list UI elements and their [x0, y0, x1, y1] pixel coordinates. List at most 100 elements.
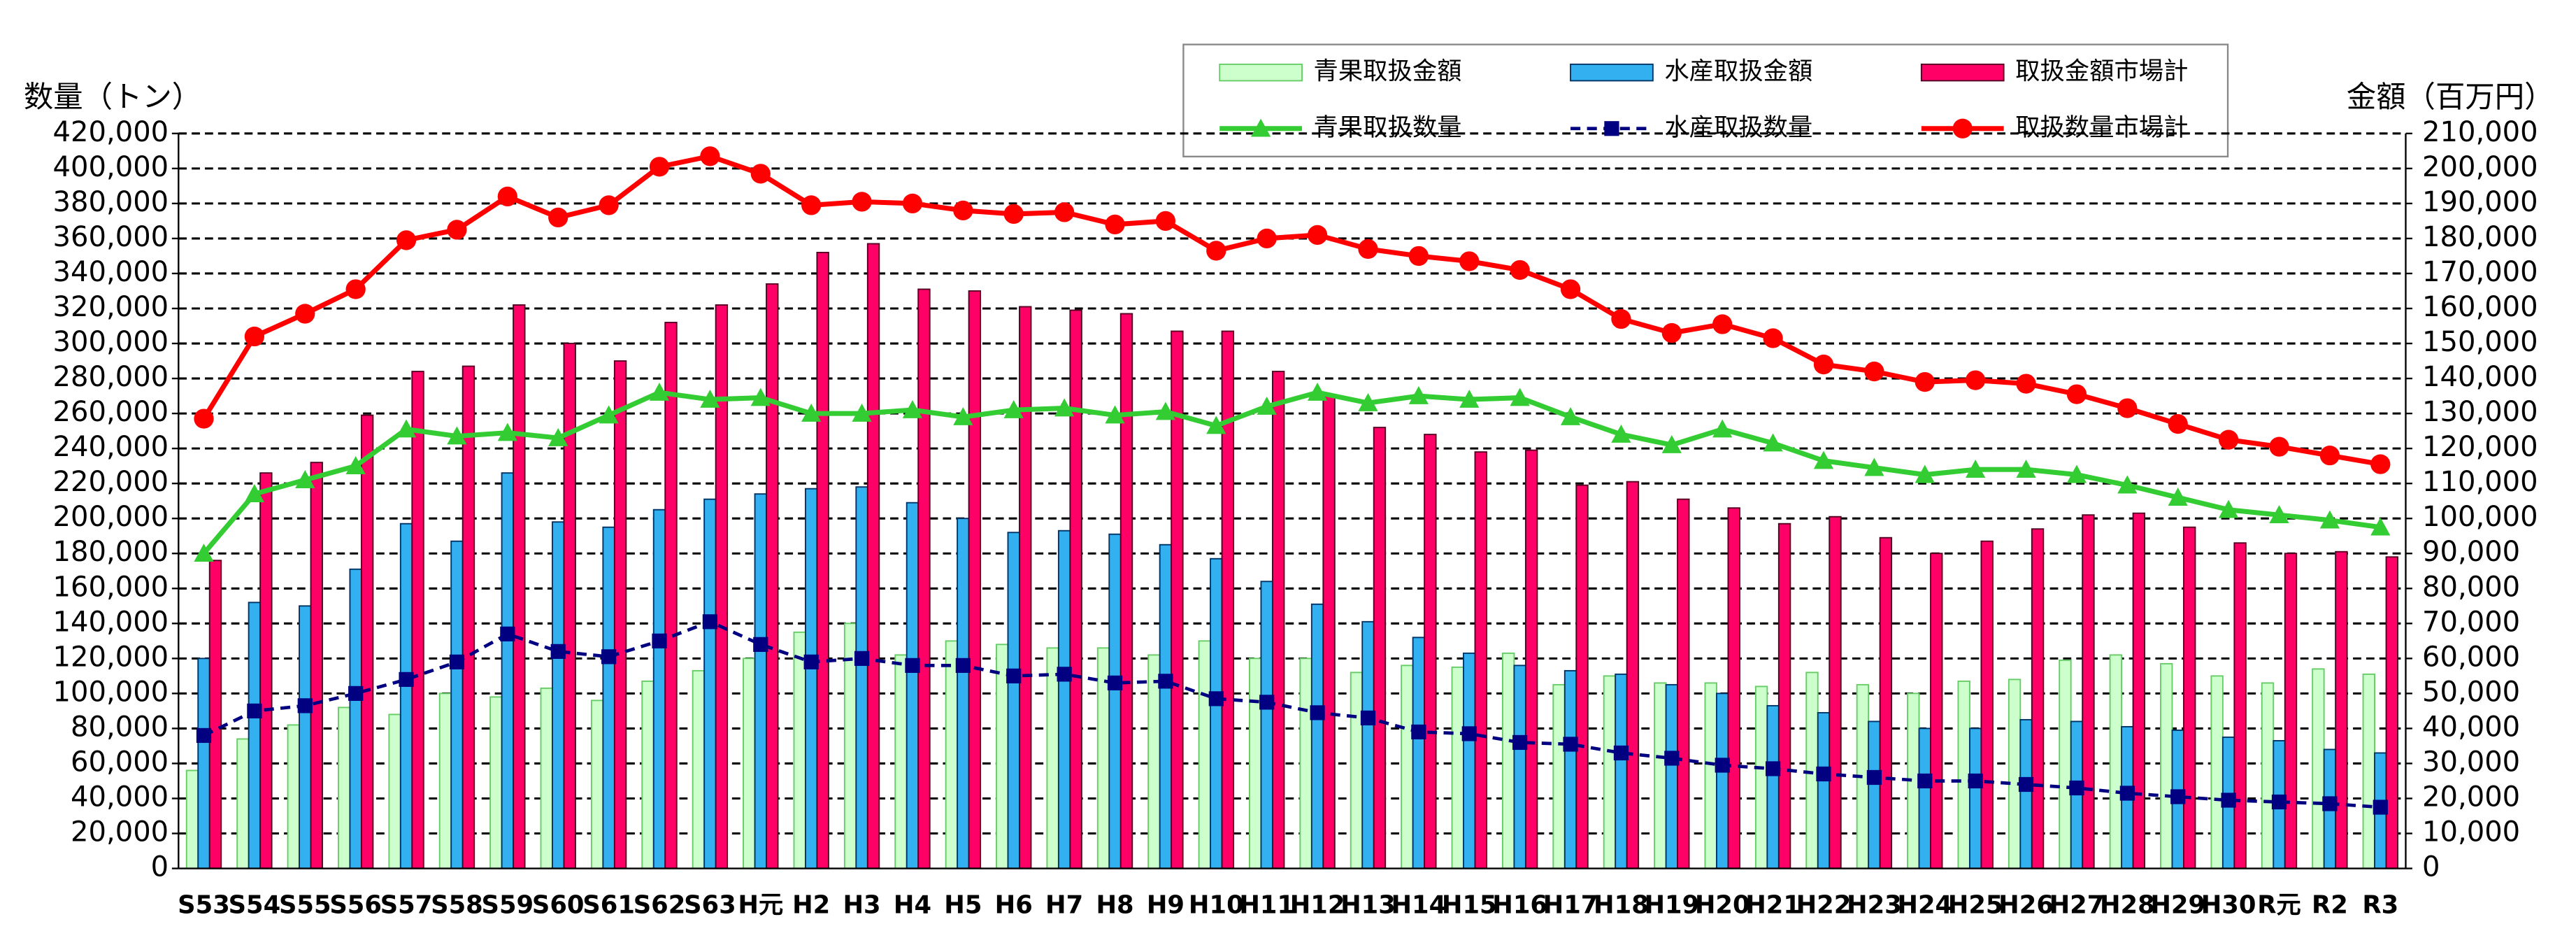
marker — [2269, 505, 2289, 523]
x-tick-label: H5 — [944, 891, 982, 920]
y-tick-label: 0 — [151, 851, 169, 883]
marker — [548, 427, 568, 446]
bar — [450, 540, 464, 869]
bar — [1046, 647, 1059, 869]
y-tick-label: 240,000 — [53, 431, 169, 463]
bar — [1299, 658, 1312, 869]
marker — [1816, 766, 1831, 782]
bar — [2183, 526, 2196, 869]
bar — [2284, 553, 2298, 869]
marker — [649, 157, 670, 177]
marker — [1915, 464, 1935, 483]
marker — [1864, 361, 1884, 382]
marker — [2218, 499, 2239, 518]
bar — [208, 560, 222, 869]
y2-tick-label: 80,000 — [2422, 571, 2520, 603]
marker — [2218, 429, 2239, 450]
bar — [1879, 537, 1893, 869]
y2-tick-label: 70,000 — [2422, 606, 2520, 638]
marker — [1360, 710, 1376, 726]
legend-swatch — [1219, 63, 1303, 82]
bar — [590, 699, 604, 869]
x-tick-label: S61 — [582, 891, 635, 920]
bar — [2109, 654, 2123, 869]
bar — [866, 243, 880, 869]
marker — [345, 456, 366, 474]
marker — [1952, 118, 1973, 138]
bar — [2031, 528, 2045, 869]
marker — [1712, 419, 1733, 438]
bar — [1716, 692, 1729, 869]
bar — [743, 658, 756, 869]
marker — [2271, 794, 2287, 810]
y-tick-label: 360,000 — [53, 221, 169, 253]
bar — [2160, 662, 2173, 869]
marker — [1765, 761, 1781, 776]
marker — [852, 403, 872, 422]
x-tick-label: S58 — [431, 891, 483, 920]
bar — [1007, 532, 1020, 869]
marker — [1461, 726, 1477, 741]
marker — [1611, 308, 1631, 329]
y2-tick-label: 200,000 — [2422, 151, 2538, 183]
marker — [1310, 705, 1325, 720]
bar — [1552, 683, 1566, 869]
marker — [550, 644, 566, 659]
marker — [599, 195, 619, 215]
bar — [664, 322, 678, 869]
x-tick-label: H13 — [1340, 891, 1396, 920]
bar — [641, 680, 654, 869]
marker — [1966, 370, 1986, 390]
bar — [399, 523, 413, 869]
y-tick-label: 120,000 — [53, 641, 169, 673]
x-tick-label: H25 — [1948, 891, 2003, 920]
marker — [1866, 769, 1882, 786]
marker — [1813, 450, 1834, 469]
marker — [1604, 121, 1619, 136]
y-tick-label: 340,000 — [53, 256, 169, 288]
marker — [1155, 211, 1176, 232]
x-tick-label: H24 — [1897, 891, 1952, 920]
y2-tick-label: 140,000 — [2422, 361, 2538, 393]
bar — [563, 343, 576, 869]
y-tick-label: 200,000 — [53, 501, 169, 533]
marker — [244, 484, 265, 502]
marker — [399, 672, 414, 687]
x-tick-label: S57 — [380, 891, 433, 920]
x-tick-label: H17 — [1543, 891, 1598, 920]
bar — [1401, 665, 1414, 869]
x-tick-label: H12 — [1290, 891, 1345, 920]
bar — [906, 502, 920, 869]
marker — [194, 544, 214, 562]
y2-tick-label: 160,000 — [2422, 291, 2538, 323]
bar — [602, 526, 615, 869]
marker — [1512, 734, 1528, 751]
marker — [1763, 433, 1783, 452]
bar — [1474, 451, 1487, 869]
legend-label: 青果取扱数量 — [1314, 113, 1462, 142]
bar — [1412, 637, 1426, 869]
x-tick-label: H3 — [843, 891, 880, 920]
bar — [1626, 481, 1640, 869]
bar — [793, 631, 806, 869]
legend-label: 取扱数量市場計 — [2015, 113, 2188, 142]
y-tick-label: 400,000 — [53, 151, 169, 183]
x-tick-label: H11 — [1239, 891, 1294, 920]
bar — [1524, 449, 1538, 869]
marker — [244, 326, 265, 347]
bar — [2335, 550, 2348, 869]
marker — [1155, 402, 1176, 420]
y-tick-label: 60,000 — [71, 746, 169, 778]
marker — [2370, 517, 2391, 536]
marker — [801, 403, 822, 422]
bar — [2261, 682, 2275, 869]
bar — [1501, 652, 1515, 869]
marker — [1358, 392, 1378, 411]
y-tick-label: 80,000 — [71, 711, 169, 743]
bar — [1147, 654, 1161, 869]
bar — [1968, 727, 1982, 869]
bar — [945, 640, 959, 869]
y-tick-label: 40,000 — [71, 781, 169, 813]
y2-tick-label: 20,000 — [2422, 781, 2520, 813]
